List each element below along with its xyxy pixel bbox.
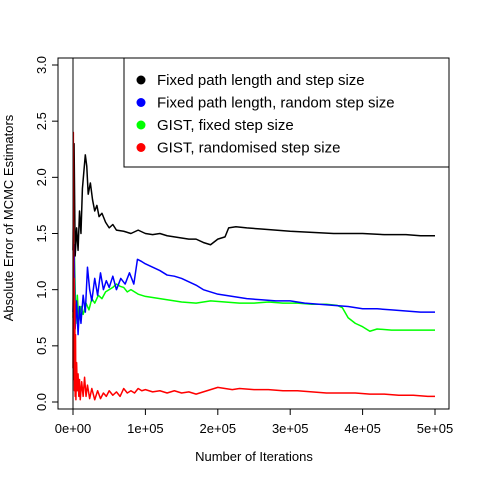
x-tick-label: 2e+05 bbox=[200, 421, 237, 436]
legend-label: Fixed path length and step size bbox=[157, 72, 365, 89]
x-axis: 0e+00 1e+05 2e+05 3e+05 4e+05 5e+05 bbox=[55, 408, 454, 436]
y-tick-label: 2.5 bbox=[34, 112, 49, 130]
x-tick-label: 0e+00 bbox=[55, 421, 92, 436]
legend-marker bbox=[136, 143, 146, 152]
y-tick-label: 0.0 bbox=[34, 393, 49, 411]
x-tick-label: 5e+05 bbox=[417, 421, 454, 436]
series-layer bbox=[72, 58, 435, 409]
series-line-1 bbox=[72, 142, 435, 257]
x-tick-label: 3e+05 bbox=[272, 421, 309, 436]
legend-marker bbox=[136, 120, 146, 130]
y-axis-title: Absolute Error of MCMC Estimators bbox=[1, 114, 16, 321]
y-tick-label: 1.5 bbox=[34, 224, 49, 242]
y-axis: 0.0 0.5 1.0 1.5 2.0 2.5 3.0 bbox=[34, 56, 59, 411]
x-tick-label: 1e+05 bbox=[127, 421, 164, 436]
legend-marker bbox=[136, 75, 146, 85]
legend-marker bbox=[136, 98, 146, 107]
legend-box bbox=[123, 57, 450, 168]
y-tick-label: 3.0 bbox=[34, 56, 49, 74]
legend: Fixed path length and step size Fixed pat… bbox=[123, 57, 450, 168]
legend-label: GIST, fixed step size bbox=[157, 117, 294, 134]
series-line-2 bbox=[72, 243, 435, 336]
legend-label: Fixed path length, random step size bbox=[157, 95, 395, 112]
x-tick-label: 4e+05 bbox=[344, 421, 381, 436]
series-line-3 bbox=[72, 255, 435, 332]
y-tick-label: 2.0 bbox=[34, 168, 49, 186]
series-line-4 bbox=[72, 131, 435, 401]
y-tick-label: 1.0 bbox=[34, 281, 49, 299]
legend-label: GIST, randomised step size bbox=[157, 140, 340, 157]
x-axis-title: Number of Iterations bbox=[195, 449, 313, 464]
y-tick-label: 0.5 bbox=[34, 337, 49, 355]
